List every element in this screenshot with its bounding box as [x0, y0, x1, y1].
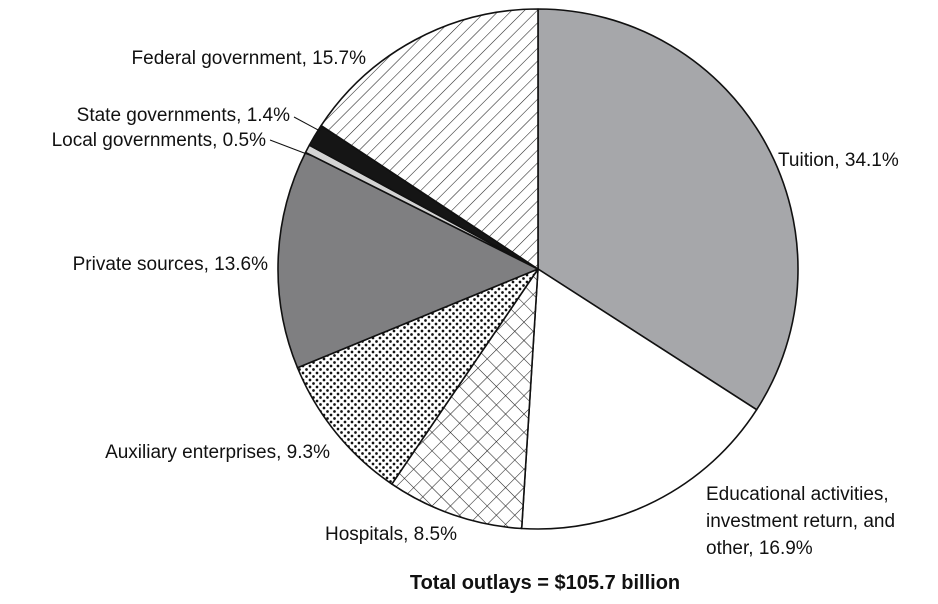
pie-slice-auxiliary-enterprises	[296, 268, 539, 485]
slice-label-state-governments: State governments, 1.4%	[77, 105, 290, 126]
slice-labels: Tuition, 34.1% Educational activities, inv…	[52, 48, 899, 559]
leader-line-local-governments	[269, 139, 313, 157]
slice-label-local-governments: Local governments, 0.5%	[52, 130, 267, 151]
pie-slice-private-sources	[277, 151, 539, 369]
slices-layer	[277, 8, 799, 530]
slice-label-auxiliary-enterprises: Auxiliary enterprises, 9.3%	[105, 442, 330, 463]
leader-lines	[269, 116, 321, 157]
slice-label-tuition: Tuition, 34.1%	[778, 150, 899, 171]
pie-slice-tuition	[537, 8, 799, 411]
leader-line-state-governments	[293, 116, 321, 132]
total-outlays-label: Total outlays = $105.7 billion	[410, 572, 680, 594]
slice-label-federal-government: Federal government, 15.7%	[132, 48, 367, 69]
slice-label-educational-activities: Educational activities, investment return…	[706, 484, 895, 559]
slice-label-private-sources: Private sources, 13.6%	[73, 254, 268, 275]
slice-label-hospitals: Hospitals, 8.5%	[325, 524, 457, 545]
pie-slice-federal-government	[320, 8, 539, 270]
pie-slice-hospitals	[391, 268, 539, 530]
pie-slice-educational-activities	[520, 268, 758, 530]
